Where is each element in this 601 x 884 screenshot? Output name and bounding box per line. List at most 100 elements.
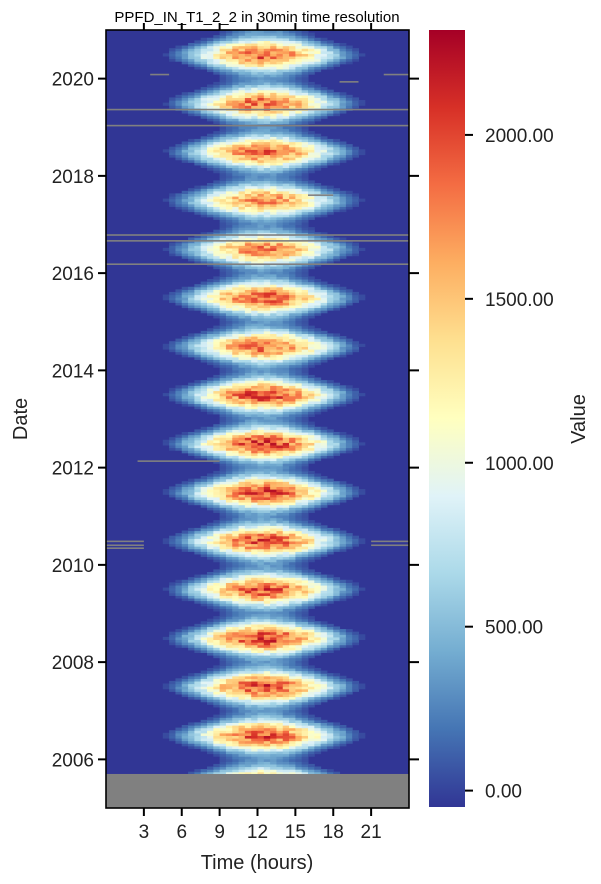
heatmap-cell (289, 579, 296, 583)
heatmap-cell (181, 743, 189, 747)
heatmap-cell (200, 403, 208, 407)
heatmap-cell (282, 709, 290, 713)
heatmap-cell (207, 584, 214, 589)
heatmap-cell (308, 548, 315, 552)
heatmap-cell (282, 395, 290, 399)
heatmap-cell (169, 737, 176, 742)
heatmap-cell (270, 429, 277, 433)
heatmap-cell (301, 693, 309, 698)
heatmap-cell (295, 465, 303, 469)
heatmap-cell (188, 336, 195, 340)
heatmap-cell (345, 385, 353, 389)
heatmap-cell (289, 639, 296, 643)
heatmap-cell (345, 450, 353, 454)
heatmap-cell (270, 315, 277, 319)
heatmap-cell (339, 400, 347, 405)
heatmap-cell (289, 271, 296, 275)
heatmap-cell (213, 489, 221, 493)
heatmap-cell (301, 642, 309, 646)
heatmap-cell (244, 494, 252, 498)
heatmap-cell (194, 437, 202, 441)
heatmap-cell (282, 530, 290, 534)
heatmap-cell (326, 450, 334, 454)
heatmap-cell (200, 336, 208, 340)
heatmap-cell (289, 717, 296, 721)
heatmap-cell (282, 584, 290, 589)
heatmap-cell (232, 284, 240, 288)
heatmap-cell (213, 618, 221, 622)
heatmap-cell (301, 265, 309, 270)
heatmap-cell (213, 343, 221, 347)
heatmap-cell (289, 649, 296, 653)
heatmap-cell (200, 299, 208, 303)
heatmap-cell (200, 499, 208, 503)
heatmap-cell (232, 299, 240, 303)
heatmap-cell (339, 206, 347, 210)
heatmap-cell (282, 678, 290, 682)
heatmap-cell (194, 551, 202, 555)
heatmap-cell (276, 543, 284, 547)
heatmap-cell (238, 367, 246, 371)
heatmap-cell (238, 600, 246, 604)
heatmap-cell (282, 639, 290, 643)
heatmap-cell (270, 613, 277, 617)
heatmap-cell (301, 691, 309, 695)
heatmap-cell (276, 336, 284, 340)
heatmap-cell (301, 486, 309, 490)
heatmap-cell (219, 688, 227, 692)
heatmap-cell (251, 478, 258, 482)
heatmap-cell (213, 644, 221, 648)
heatmap-cell (194, 382, 202, 386)
heatmap-cell (238, 237, 246, 241)
heatmap-cell (320, 359, 328, 363)
heatmap-cell (257, 424, 265, 428)
heatmap-cell (238, 294, 246, 298)
heatmap-cell (263, 501, 271, 506)
heatmap-cell (257, 387, 265, 392)
heatmap-cell (301, 667, 309, 672)
heatmap-cell (207, 398, 214, 402)
heatmap-cell (207, 680, 214, 685)
heatmap-cell (219, 221, 227, 226)
heatmap-cell (225, 582, 233, 586)
heatmap-cell (289, 237, 296, 241)
heatmap-cell (320, 214, 328, 218)
heatmap-cell (244, 315, 252, 319)
heatmap-cell (251, 693, 258, 698)
heatmap-cell (339, 387, 347, 392)
heatmap-cell (289, 631, 296, 635)
heatmap-cell (238, 273, 246, 277)
heatmap-cell (320, 730, 328, 734)
heatmap-cell (314, 725, 322, 729)
heatmap-cell (238, 481, 246, 485)
heatmap-cell (200, 286, 208, 290)
heatmap-cell (289, 455, 296, 459)
heatmap-cell (251, 706, 258, 711)
heatmap-cell (314, 584, 322, 589)
heatmap-cell (301, 315, 309, 319)
heatmap-cell (213, 450, 221, 454)
heatmap-cell (225, 572, 233, 576)
heatmap-cell (257, 354, 265, 358)
heatmap-cell (219, 595, 227, 599)
heatmap-cell (308, 525, 315, 529)
heatmap-cell (276, 766, 284, 770)
heatmap-cell (345, 691, 353, 695)
heatmap-cell (225, 527, 233, 532)
heatmap-cell (345, 582, 353, 586)
heatmap-cell (276, 310, 284, 314)
heatmap-cell (263, 380, 271, 384)
heatmap-cell (257, 639, 265, 643)
heatmap-cell (339, 483, 347, 488)
heatmap-cell (270, 691, 277, 695)
heatmap-cell (244, 709, 252, 713)
heatmap-cell (295, 644, 303, 648)
heatmap-cell (257, 652, 265, 656)
heatmap-cell (301, 771, 309, 775)
heatmap-cell (289, 613, 296, 617)
heatmap-cell (225, 758, 233, 762)
heatmap-cell (320, 476, 328, 480)
heatmap-cell (282, 686, 290, 690)
heatmap-cell (257, 514, 265, 519)
heatmap-cell (207, 499, 214, 503)
